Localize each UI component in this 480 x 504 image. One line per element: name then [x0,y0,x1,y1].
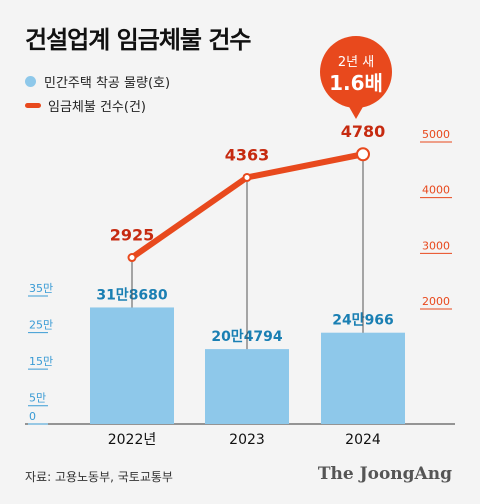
left-axis-tick-label: 15만 [29,355,53,368]
left-axis-tick-label: 5만 [29,392,46,405]
right-axis-tick-label: 5000 [422,128,450,141]
chart-title: 건설업계 임금체불 건수 [25,26,252,54]
callout-pointer [348,105,364,119]
x-category-label: 2023 [229,432,265,448]
legend-swatch-bars [25,76,36,87]
bar [90,307,174,424]
line-value-label: 4363 [225,145,270,164]
source-note: 자료: 고용노동부, 국토교통부 [25,470,173,484]
line-value-label: 4780 [341,122,386,141]
legend-swatch-line [25,103,41,108]
legend-label-bars: 민간주택 착공 물량(호) [44,76,171,91]
line-value-label: 2925 [110,226,155,245]
legend-item-bars: 민간주택 착공 물량(호) [25,72,170,91]
left-axis-tick-label: 25만 [29,319,53,332]
bar [205,349,289,424]
legend-label-line: 임금체불 건수(건) [48,100,146,115]
bar [321,332,405,424]
legend-item-line: 임금체불 건수(건) [25,96,146,115]
callout-line2: 1.6배 [329,71,383,95]
left-axis-tick-label: 35만 [29,282,53,295]
x-category-label: 2022년 [108,432,157,448]
line-point [356,147,370,162]
callout-line1: 2년 새 [338,55,374,70]
right-axis-tick-label: 4000 [422,184,450,197]
right-axis-tick-label: 2000 [422,295,450,308]
callout-bubble [320,36,392,108]
x-category-label: 2024 [345,432,381,448]
left-axis-tick-label: 0 [29,410,36,423]
right-axis-tick-label: 3000 [422,239,450,252]
line-point [242,172,252,182]
brand-logo: The JoongAng [317,464,452,484]
line-point [127,253,137,263]
